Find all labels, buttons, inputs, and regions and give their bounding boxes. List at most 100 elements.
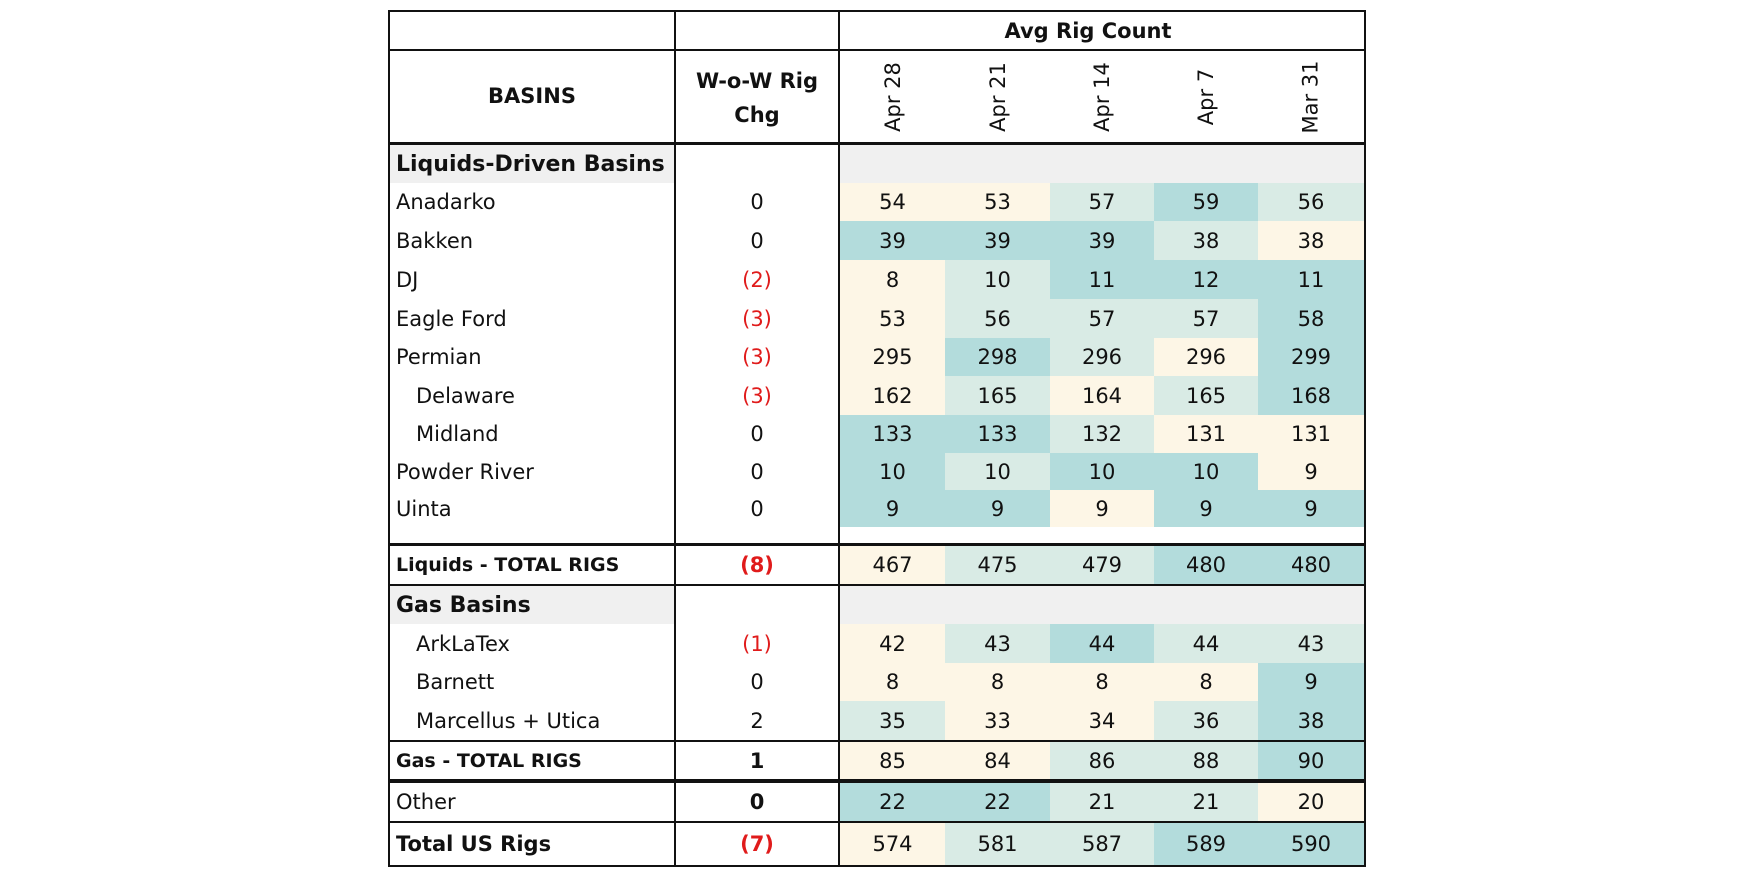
- section-gas-bg-right: [840, 586, 1364, 624]
- rig-count-cell: 86: [1050, 742, 1154, 779]
- rig-count-cell: 21: [1154, 783, 1258, 821]
- divider-liquids-total-top: [390, 543, 1364, 546]
- rig-count-cell: 168: [1258, 376, 1364, 415]
- rig-count-cell: 42: [840, 624, 945, 663]
- rig-count-table: Avg Rig Count BASINS W-o-W Rig Chg Apr 2…: [388, 10, 1366, 867]
- header-basins: BASINS: [488, 84, 576, 108]
- wow-change: (8): [740, 553, 774, 577]
- divider-total-us-top: [390, 821, 1364, 823]
- rig-count-cell: 53: [840, 299, 945, 338]
- rig-count-cell: 85: [840, 742, 945, 779]
- rig-count-cell: 587: [1050, 823, 1154, 865]
- rig-count-cell: 33: [945, 701, 1050, 740]
- rig-count-cell: 296: [1154, 338, 1258, 376]
- header-avg-rig-count: Avg Rig Count: [1004, 19, 1172, 43]
- section-gas-label: Gas Basins: [396, 592, 531, 618]
- rig-count-cell: 44: [1050, 624, 1154, 663]
- rig-count-cell: 39: [1050, 221, 1154, 260]
- rig-count-cell: 38: [1258, 701, 1364, 740]
- rig-count-cell: 132: [1050, 415, 1154, 453]
- rig-count-cell: 57: [1050, 183, 1154, 221]
- basin-name: ArkLaTex: [416, 631, 510, 656]
- rig-count-cell: 34: [1050, 701, 1154, 740]
- divider-col-2: [838, 12, 840, 865]
- rig-count-cell: 299: [1258, 338, 1364, 376]
- rig-count-cell: 20: [1258, 783, 1364, 821]
- rig-count-cell: 8: [1154, 663, 1258, 701]
- wow-change: 0: [750, 670, 764, 694]
- rig-count-cell: 479: [1050, 546, 1154, 584]
- section-gas-bg: [390, 586, 674, 624]
- section-liquids-label: Liquids-Driven Basins: [396, 151, 665, 177]
- wow-change: 2: [750, 708, 764, 733]
- wow-change: (2): [742, 267, 772, 292]
- rig-count-cell: 480: [1258, 546, 1364, 584]
- rig-count-cell: 38: [1258, 221, 1364, 260]
- rig-count-cell: 164: [1050, 376, 1154, 415]
- basin-name: Gas - TOTAL RIGS: [396, 749, 582, 772]
- wow-change: (7): [740, 832, 774, 856]
- rig-count-cell: 574: [840, 823, 945, 865]
- basin-name: Uinta: [396, 496, 452, 521]
- rig-count-cell: 162: [840, 376, 945, 415]
- rig-count-cell: 475: [945, 546, 1050, 584]
- divider-liquids-total-bottom: [390, 584, 1364, 586]
- basin-name: Anadarko: [396, 190, 496, 214]
- header-date-label: Apr 14: [1089, 61, 1114, 132]
- rig-count-cell: 57: [1050, 299, 1154, 338]
- rig-count-cell: 298: [945, 338, 1050, 376]
- basin-name: Marcellus + Utica: [416, 708, 601, 733]
- rig-count-cell: 133: [945, 415, 1050, 453]
- rig-count-cell: 11: [1050, 260, 1154, 299]
- rig-count-cell: 84: [945, 742, 1050, 779]
- rig-count-cell: 59: [1154, 183, 1258, 221]
- rig-count-cell: 296: [1050, 338, 1154, 376]
- rig-count-cell: 88: [1154, 742, 1258, 779]
- rig-count-cell: 581: [945, 823, 1050, 865]
- basin-name: Barnett: [416, 670, 495, 694]
- wow-change: (3): [742, 345, 772, 369]
- rig-count-cell: 295: [840, 338, 945, 376]
- rig-count-cell: 8: [840, 260, 945, 299]
- basin-name: Bakken: [396, 228, 474, 253]
- rig-count-cell: 10: [945, 260, 1050, 299]
- basin-name: Liquids - TOTAL RIGS: [396, 554, 620, 576]
- rig-count-cell: 131: [1258, 415, 1364, 453]
- rig-count-cell: 165: [1154, 376, 1258, 415]
- rig-count-cell: 58: [1258, 299, 1364, 338]
- basin-name: Other: [396, 790, 456, 814]
- divider-col-1: [674, 12, 676, 865]
- wow-change: (1): [742, 631, 772, 656]
- rig-count-cell: 43: [1258, 624, 1364, 663]
- header-wow-line2: Chg: [734, 103, 780, 127]
- rig-count-cell: 22: [945, 783, 1050, 821]
- rig-count-cell: 36: [1154, 701, 1258, 740]
- rig-count-cell: 10: [945, 453, 1050, 490]
- wow-change: 1: [749, 748, 765, 773]
- header-date-3: Apr 7: [1154, 51, 1258, 142]
- rig-count-cell: 9: [1258, 663, 1364, 701]
- divider-header-bottom: [390, 142, 1364, 145]
- rig-count-cell: 44: [1154, 624, 1258, 663]
- wow-change: 0: [750, 228, 764, 253]
- basin-name: Midland: [416, 422, 499, 446]
- rig-count-cell: 9: [1258, 490, 1364, 527]
- basin-name: Permian: [396, 345, 482, 369]
- header-date-label: Mar 31: [1299, 59, 1323, 134]
- rig-count-cell: 10: [1050, 453, 1154, 490]
- rig-count-cell: 9: [1154, 490, 1258, 527]
- rig-count-cell: 38: [1154, 221, 1258, 260]
- header-wow-line1: W-o-W Rig: [695, 69, 818, 93]
- header-date-label: Apr 7: [1194, 68, 1218, 125]
- header-date-2: Apr 14: [1050, 51, 1154, 142]
- rig-count-cell: 53: [945, 183, 1050, 221]
- divider-gas-total-top: [390, 740, 1364, 742]
- basin-name: Powder River: [396, 459, 534, 484]
- rig-count-cell: 54: [840, 183, 945, 221]
- rig-count-cell: 8: [840, 663, 945, 701]
- header-date-label: Apr 21: [985, 61, 1010, 132]
- basin-name: Eagle Ford: [396, 306, 507, 331]
- rig-count-cell: 9: [945, 490, 1050, 527]
- basin-name: Delaware: [416, 383, 515, 408]
- rig-count-cell: 43: [945, 624, 1050, 663]
